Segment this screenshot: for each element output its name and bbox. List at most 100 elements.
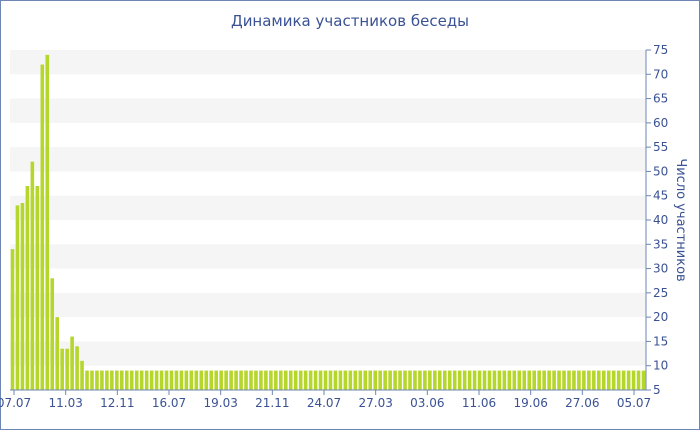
bar xyxy=(428,370,432,390)
bar xyxy=(532,370,536,390)
bar xyxy=(582,370,586,390)
bar xyxy=(50,278,55,390)
x-tick-label: 21.11 xyxy=(255,396,289,410)
bar xyxy=(110,370,114,390)
x-axis-ticks: 07.07 11.03 12.11 16.07 19.03 21.11 24.07 27.03… xyxy=(0,390,651,410)
y-tick-label: 60 xyxy=(653,116,668,130)
bar xyxy=(30,161,35,390)
bar xyxy=(169,370,174,390)
bar xyxy=(40,64,45,390)
grid-band xyxy=(10,195,646,220)
x-tick-label: 07.07 xyxy=(0,396,31,410)
y-tick-label: 65 xyxy=(653,92,668,106)
bar xyxy=(149,370,154,390)
bar xyxy=(55,317,59,390)
bar xyxy=(462,370,467,390)
y-tick-label: 70 xyxy=(653,67,668,81)
bar xyxy=(353,370,358,390)
bar xyxy=(626,370,631,390)
bar xyxy=(298,370,303,390)
bar xyxy=(105,370,109,390)
bar xyxy=(129,370,134,390)
bar xyxy=(10,249,15,390)
bar xyxy=(333,370,338,390)
bar xyxy=(587,370,591,390)
grid-band xyxy=(10,244,646,269)
grid-band xyxy=(10,98,646,123)
bar xyxy=(70,336,74,390)
bar xyxy=(418,370,422,390)
bar xyxy=(20,203,25,390)
bar xyxy=(477,370,482,390)
bar xyxy=(229,370,233,390)
bar xyxy=(636,370,641,390)
bar xyxy=(572,370,576,390)
bar xyxy=(269,370,273,390)
bar xyxy=(577,370,581,390)
bar-series xyxy=(10,54,646,391)
bar xyxy=(398,370,402,390)
bar xyxy=(597,370,601,390)
x-tick-label: 12.11 xyxy=(100,396,134,410)
bar xyxy=(502,370,507,390)
bar xyxy=(134,370,139,390)
bar xyxy=(189,370,194,390)
bar xyxy=(35,186,40,390)
bar xyxy=(174,370,179,390)
bar xyxy=(318,370,323,390)
bar xyxy=(438,370,442,390)
bar xyxy=(239,370,243,390)
bar xyxy=(25,186,30,390)
bar xyxy=(264,370,268,390)
bar xyxy=(507,370,512,390)
bar xyxy=(403,370,407,390)
chart-title: Динамика участников беседы xyxy=(230,12,470,30)
bar xyxy=(234,370,238,390)
bar xyxy=(124,370,129,390)
bar xyxy=(611,370,616,390)
bar xyxy=(601,370,606,390)
grid-band xyxy=(10,50,646,75)
bar xyxy=(378,370,382,390)
bar xyxy=(358,370,363,390)
bar xyxy=(348,370,353,390)
y-tick-label: 10 xyxy=(653,359,668,373)
bar xyxy=(115,370,119,390)
bar xyxy=(368,370,373,390)
bar xyxy=(373,370,377,390)
bar xyxy=(214,370,218,390)
bar xyxy=(388,370,392,390)
bar xyxy=(383,370,387,390)
bar xyxy=(328,370,333,390)
bar xyxy=(492,370,497,390)
bar xyxy=(224,370,228,390)
x-tick-label: 16.07 xyxy=(152,396,186,410)
x-tick-label: 19.06 xyxy=(513,396,547,410)
bar xyxy=(621,370,626,390)
x-tick-label: 03.06 xyxy=(410,396,444,410)
bar xyxy=(512,370,517,390)
y-tick-label: 20 xyxy=(653,310,668,324)
bar xyxy=(522,370,527,390)
grid-band xyxy=(10,341,646,366)
bar xyxy=(179,370,184,390)
bar xyxy=(592,370,596,390)
bar xyxy=(413,370,417,390)
bar xyxy=(283,370,288,390)
x-tick-label: 27.06 xyxy=(565,396,599,410)
y-tick-label: 25 xyxy=(653,286,668,300)
x-tick-label: 27.03 xyxy=(358,396,392,410)
bar xyxy=(467,370,472,390)
bar xyxy=(482,370,487,390)
x-tick-label: 19.03 xyxy=(203,396,237,410)
bar xyxy=(547,370,551,390)
bar xyxy=(100,370,104,390)
bar xyxy=(85,370,89,390)
bar xyxy=(164,370,169,390)
bar xyxy=(323,370,328,390)
bar xyxy=(90,370,94,390)
bar xyxy=(15,205,20,390)
bar xyxy=(293,370,298,390)
y-tick-label: 30 xyxy=(653,262,668,276)
